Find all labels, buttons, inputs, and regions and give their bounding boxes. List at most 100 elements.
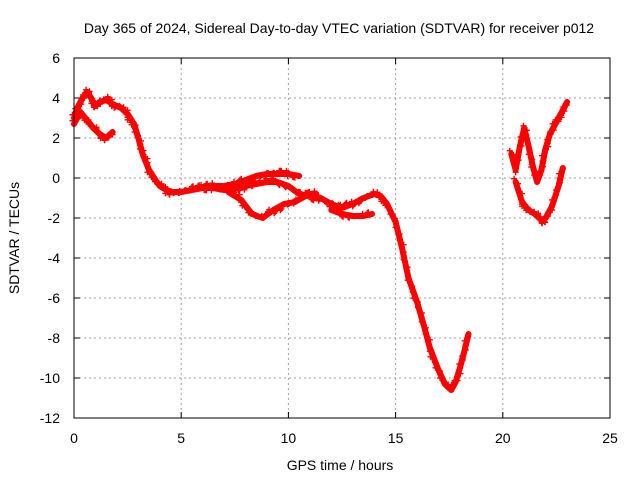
y-tick-label: 4: [52, 90, 60, 106]
x-tick-label: 15: [388, 430, 404, 446]
data-point: [557, 112, 564, 119]
data-point: [336, 202, 343, 209]
data-point: [162, 183, 169, 190]
data-point: [292, 196, 299, 203]
data-point: [515, 151, 522, 158]
data-point: [382, 202, 389, 209]
data-point: [432, 364, 439, 371]
data-point: [283, 167, 290, 174]
data-point: [520, 122, 527, 129]
data-point: [211, 185, 218, 192]
data-point: [535, 213, 542, 220]
data-point: [422, 324, 429, 331]
data-point: [541, 216, 548, 223]
data-point: [244, 206, 251, 213]
data-point: [109, 129, 116, 135]
data-point: [257, 178, 263, 185]
data-point: [237, 176, 244, 183]
data-point: [418, 318, 425, 325]
data-point: [451, 381, 458, 388]
data-point: [536, 168, 543, 175]
data-point: [539, 163, 546, 170]
data-point: [545, 210, 552, 217]
data-point: [326, 203, 333, 210]
data-point: [541, 147, 548, 154]
data-point: [238, 199, 245, 206]
data-point: [465, 331, 472, 337]
data-point: [271, 169, 278, 176]
data-point: [509, 155, 516, 162]
data-points: [69, 86, 571, 393]
data-point: [251, 174, 258, 181]
data-point: [297, 189, 304, 196]
data-point: [198, 181, 205, 188]
data-point: [549, 120, 556, 127]
data-point: [392, 217, 399, 224]
y-axis-label: SDTVAR / TECUs: [6, 182, 22, 294]
data-point: [291, 174, 298, 181]
data-point: [522, 136, 529, 143]
plot-frame: [73, 57, 611, 419]
data-point: [249, 178, 256, 185]
data-point: [77, 113, 84, 120]
data-point: [266, 206, 273, 213]
data-point: [437, 375, 444, 382]
data-point: [461, 337, 468, 344]
data-point: [342, 200, 349, 207]
data-point: [555, 116, 562, 123]
data-point: [105, 133, 112, 140]
data-point: [276, 182, 283, 189]
data-point: [85, 91, 92, 98]
data-point: [316, 196, 323, 203]
data-point: [329, 199, 336, 206]
data-point: [136, 145, 143, 152]
data-point: [400, 249, 407, 256]
data-point: [239, 202, 246, 209]
data-point: [332, 205, 339, 212]
data-point: [283, 183, 290, 189]
data-point: [396, 230, 403, 237]
data-point: [144, 159, 151, 166]
data-point: [120, 105, 127, 112]
data-point: [400, 241, 407, 248]
data-point: [324, 200, 330, 207]
data-point: [224, 182, 231, 188]
data-point: [258, 212, 265, 219]
data-point: [410, 295, 417, 302]
data-point: [140, 151, 147, 158]
data-point: [97, 135, 104, 142]
data-point: [231, 178, 237, 185]
y-tick-label: -8: [48, 330, 61, 346]
data-point: [313, 191, 320, 197]
data-point: [158, 182, 165, 189]
data-point: [176, 187, 183, 194]
data-point: [515, 157, 522, 164]
x-tick-label: 20: [495, 430, 511, 446]
data-point: [284, 173, 291, 180]
data-point: [519, 190, 526, 197]
data-point: [151, 178, 158, 185]
data-point: [506, 147, 513, 154]
data-point: [340, 213, 347, 220]
data-point: [374, 190, 381, 197]
data-point: [337, 206, 344, 213]
y-tick-label: -10: [40, 370, 60, 386]
data-point: [289, 187, 296, 193]
data-point: [101, 136, 108, 143]
data-point: [89, 122, 96, 129]
data-point: [343, 199, 350, 206]
data-point: [346, 214, 353, 221]
data-point: [111, 104, 118, 111]
data-point: [190, 183, 196, 190]
data-point: [525, 151, 532, 158]
data-point: [564, 99, 571, 105]
data-point: [387, 211, 394, 218]
x-tick-label: 25: [602, 430, 618, 446]
data-point: [533, 174, 540, 181]
data-point: [272, 208, 279, 215]
data-point: [512, 169, 519, 176]
data-point: [134, 133, 141, 140]
data-point: [363, 194, 370, 200]
data-point: [517, 134, 524, 140]
data-point: [209, 180, 216, 187]
